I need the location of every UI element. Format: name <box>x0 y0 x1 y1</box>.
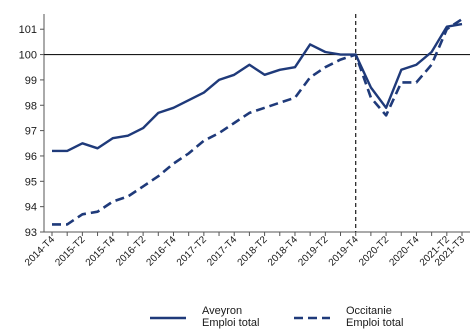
x-tick-label: 2015-T2 <box>53 234 87 268</box>
x-tick-label: 2017-T4 <box>205 234 239 268</box>
series-lines <box>52 18 463 226</box>
x-tick-label: 2014-T4 <box>23 234 57 268</box>
y-tick-label: 96 <box>25 151 37 163</box>
x-axis-ticks: 2014-T42015-T22015-T42016-T22016-T42017-… <box>23 232 467 268</box>
x-tick-label: 2020-T4 <box>387 234 421 268</box>
legend-label: Occitanie <box>346 305 392 317</box>
y-tick-label: 98 <box>25 100 37 112</box>
series-line-aveyron <box>52 22 463 153</box>
x-tick-label: 2018-T2 <box>236 234 270 268</box>
legend-label: Emploi total <box>346 317 403 329</box>
legend-label: Aveyron <box>202 305 242 317</box>
axes <box>43 14 470 233</box>
x-tick-label: 2015-T4 <box>84 234 118 268</box>
y-tick-label: 94 <box>25 202 37 214</box>
series-line-occitanie <box>52 18 463 226</box>
y-tick-label: 99 <box>25 75 37 87</box>
x-tick-label: 2017-T2 <box>175 234 209 268</box>
y-axis-ticks: 93 94 95 96 97 98 99 100 101 <box>19 24 44 239</box>
y-tick-label: 100 <box>19 50 37 62</box>
y-tick-label: 93 <box>25 227 37 239</box>
y-tick-label: 95 <box>25 176 37 188</box>
x-tick-label: 2019-T2 <box>296 234 330 268</box>
x-tick-label: 2019-T4 <box>327 234 361 268</box>
y-tick-label: 97 <box>25 126 37 138</box>
x-tick-label: 2016-T2 <box>114 234 148 268</box>
x-tick-label: 2016-T4 <box>144 234 178 268</box>
x-tick-label: 2018-T4 <box>266 234 300 268</box>
legend-label: Emploi total <box>202 317 259 329</box>
y-tick-label: 101 <box>19 24 37 36</box>
x-tick-label: 2020-T2 <box>357 234 391 268</box>
